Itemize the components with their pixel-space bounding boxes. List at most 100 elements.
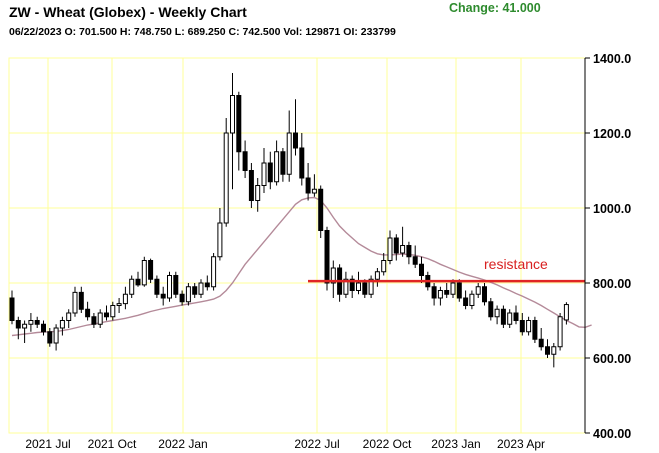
x-axis: 2021 Jul 2021 Oct 2022 Jan 2022 Jul 2022 Oct…	[25, 437, 545, 451]
candle-body	[500, 308, 506, 325]
candle-body	[286, 132, 292, 175]
candle-body	[563, 304, 569, 321]
candle-body	[324, 230, 330, 284]
candle-body	[97, 312, 103, 325]
candle-body	[368, 278, 374, 295]
candle-body	[362, 282, 368, 295]
candle-body	[47, 331, 53, 344]
candle-body	[15, 320, 21, 329]
candle-body	[148, 260, 154, 280]
chart-title: ZW - Wheat (Globex) - Weekly Chart	[9, 4, 247, 20]
y-tick-label: 800.00	[593, 277, 631, 291]
candle-body	[135, 278, 141, 286]
candle-body	[267, 162, 273, 183]
resistance-label: resistance	[484, 256, 548, 272]
candle-body	[160, 293, 166, 299]
candle-body	[59, 320, 65, 329]
candle-body	[393, 237, 399, 254]
candle-body	[444, 290, 450, 295]
candle-body	[34, 320, 40, 325]
plot-frame	[8, 57, 586, 434]
candle-body	[110, 305, 116, 318]
candle-body	[173, 275, 179, 295]
ohlc-summary: 06/22/2023 O: 701.500 H: 748.750 L: 689.…	[9, 26, 396, 38]
candle-body	[557, 316, 563, 348]
candle-body	[242, 151, 248, 171]
y-axis: 400.00 600.00 800.00 1000.0 1200.0 1400.0	[584, 52, 631, 441]
candle-body	[211, 256, 217, 288]
candle-body	[274, 151, 280, 183]
candle-body	[551, 346, 557, 355]
candle-body	[236, 95, 242, 153]
candle-body	[72, 291, 78, 314]
x-tick-label: 2022 Jul	[294, 437, 339, 451]
x-tick-label: 2023 Jan	[431, 437, 480, 451]
candle-body	[469, 293, 475, 306]
y-tick-label: 1400.0	[593, 52, 631, 66]
candle-body	[507, 312, 513, 325]
candle-body	[318, 188, 324, 231]
y-tick-label: 1000.0	[593, 202, 631, 216]
candle-body	[255, 185, 261, 201]
candle-body	[280, 151, 286, 175]
candle-body	[374, 271, 380, 280]
y-tick-label: 600.00	[593, 352, 631, 366]
candle-body	[116, 303, 122, 306]
candle-body	[412, 256, 418, 265]
x-tick-label: 2023 Apr	[497, 437, 545, 451]
candle-body	[387, 237, 393, 261]
candle-body	[482, 286, 487, 303]
candle-body	[526, 320, 532, 333]
candle-body	[513, 312, 519, 321]
candle-body	[299, 147, 305, 179]
candle-body	[437, 290, 443, 299]
candle-body	[179, 293, 185, 303]
candle-body	[248, 170, 254, 201]
candle-body	[400, 245, 406, 254]
x-tick-label: 2022 Jan	[158, 437, 207, 451]
candle-body	[185, 286, 191, 303]
candle-body	[356, 282, 361, 291]
candle-body	[532, 320, 538, 340]
candle-body	[122, 293, 128, 305]
candle-body	[343, 278, 349, 295]
candles	[9, 73, 569, 368]
candle-body	[381, 260, 387, 273]
candle-body	[91, 316, 97, 325]
candle-body	[305, 177, 311, 194]
candle-body	[463, 297, 469, 306]
change-value: Change: 41.000	[449, 1, 541, 15]
candle-body	[431, 286, 437, 299]
candle-body	[85, 308, 91, 318]
candle-body	[545, 346, 550, 355]
candle-body	[488, 301, 494, 318]
x-tick-label: 2022 Oct	[363, 437, 412, 451]
candle-body	[230, 95, 235, 134]
candle-body	[450, 282, 456, 295]
candle-body	[330, 267, 336, 284]
candle-body	[192, 286, 198, 295]
candle-body	[66, 312, 72, 321]
candle-body	[141, 260, 147, 286]
candle-body	[129, 278, 135, 295]
candle-body	[293, 132, 298, 149]
x-tick-label: 2021 Jul	[25, 437, 70, 451]
candle-body	[78, 291, 84, 310]
candle-body	[456, 282, 462, 299]
candle-body	[28, 320, 34, 325]
candle-body	[104, 312, 109, 318]
candle-body	[53, 327, 59, 344]
candle-body	[311, 188, 317, 194]
candle-body	[349, 278, 355, 291]
grid-lines	[8, 57, 586, 434]
candle-body	[22, 323, 28, 329]
candle-body	[198, 282, 204, 295]
candle-body	[9, 297, 15, 321]
candle-body	[204, 282, 210, 288]
candle-body	[223, 132, 229, 224]
candle-body	[154, 278, 160, 295]
candle-body	[494, 308, 500, 318]
candle-body	[261, 162, 267, 186]
candle-body	[519, 320, 525, 333]
